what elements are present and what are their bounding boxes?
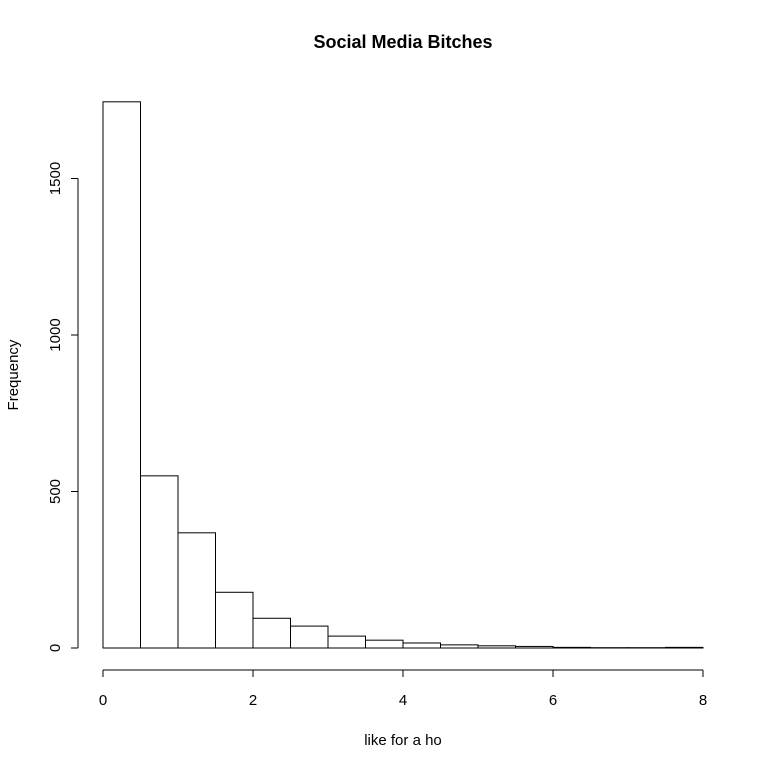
y-axis: 0 500 1000 1500 xyxy=(47,162,79,652)
x-axis-label: like for a ho xyxy=(364,732,442,749)
y-tick-label: 0 xyxy=(47,644,64,652)
x-tick-label: 6 xyxy=(549,692,557,709)
x-tick-label: 0 xyxy=(99,692,107,709)
histogram-bar xyxy=(665,646,704,649)
x-tick-label: 8 xyxy=(699,692,707,709)
histogram-bar xyxy=(140,475,179,649)
histogram-bar xyxy=(365,639,404,649)
histogram-bar xyxy=(552,646,591,649)
histogram-bar xyxy=(290,625,329,649)
histogram-bar xyxy=(177,532,216,649)
histogram-bar xyxy=(402,642,441,649)
histogram-bar xyxy=(477,645,516,649)
histogram-bar xyxy=(327,635,366,649)
y-tick-label: 1000 xyxy=(47,318,64,351)
x-axis: 0 2 4 6 8 xyxy=(99,669,707,709)
histogram-bar xyxy=(252,617,291,649)
histogram-bar xyxy=(102,101,141,649)
y-axis-label: Frequency xyxy=(5,339,22,410)
y-tick-label: 1500 xyxy=(47,162,64,195)
x-tick-label: 2 xyxy=(249,692,257,709)
y-tick-label: 500 xyxy=(47,479,64,504)
histogram-bar xyxy=(515,645,554,649)
histogram-bar xyxy=(440,644,479,649)
histogram-bar xyxy=(215,591,254,649)
chart-title: Social Media Bitches xyxy=(313,32,492,52)
histogram-bars xyxy=(102,101,704,649)
x-tick-label: 4 xyxy=(399,692,407,709)
